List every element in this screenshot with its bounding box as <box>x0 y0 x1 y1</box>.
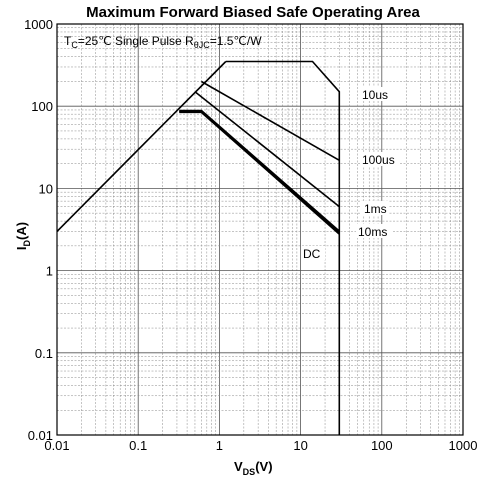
curve-10us <box>225 60 341 435</box>
curves <box>56 60 341 435</box>
y-tick-label: 10 <box>39 181 53 196</box>
curve-1ms <box>194 91 340 208</box>
chart-title: Maximum Forward Biased Safe Operating Ar… <box>86 4 420 21</box>
label-10ms: 10ms <box>358 225 387 239</box>
plot-frame <box>56 23 464 436</box>
label-dc: DC <box>303 247 321 261</box>
x-tick-label: 10 <box>293 438 307 453</box>
label-bg-dc <box>301 246 325 260</box>
label-100us: 100us <box>362 153 395 167</box>
x-tick-label: 0.1 <box>129 438 147 453</box>
x-tick-label: 1000 <box>449 438 478 453</box>
x-tick-label: 100 <box>371 438 393 453</box>
label-bg-100us <box>360 152 400 166</box>
label-10us: 10us <box>362 88 388 102</box>
curve-100us <box>201 80 340 161</box>
y-tick-label: 0.01 <box>28 428 53 443</box>
x-axis-label: VDS(V) <box>234 459 273 477</box>
plot-area <box>57 24 463 435</box>
chart-subtitle: TC=25℃ Single Pulse RθJC=1.5℃/W <box>64 34 262 50</box>
curve-dc <box>179 110 341 235</box>
label-bg-10ms <box>356 224 392 238</box>
y-tick-labels: 1000 100 10 1 0.1 0.01 <box>24 17 53 443</box>
y-tick-label: 1 <box>46 264 53 279</box>
curve-10ms <box>179 109 341 233</box>
label-bg-10us <box>360 87 388 101</box>
curve-labels: 10us 100us 1ms 10ms DC <box>301 87 400 261</box>
y-tick-label: 1000 <box>24 17 53 32</box>
x-tick-labels: 0.01 0.1 1 10 100 1000 <box>44 438 477 453</box>
curve-rds_limit <box>56 60 227 232</box>
x-tick-label: 1 <box>216 438 223 453</box>
x-tick-label: 0.01 <box>44 438 69 453</box>
y-axis-label: ID(A) <box>14 222 32 250</box>
y-tick-label: 100 <box>31 99 53 114</box>
label-1ms: 1ms <box>364 202 387 216</box>
y-tick-label: 0.1 <box>35 346 53 361</box>
label-bg-1ms <box>360 201 388 215</box>
